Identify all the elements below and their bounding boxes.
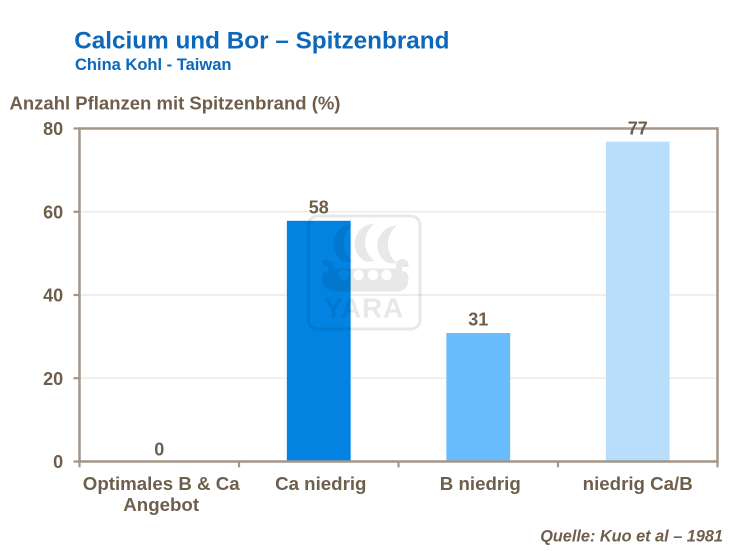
svg-text:B niedrig: B niedrig — [440, 473, 521, 494]
svg-text:niedrig Ca/B: niedrig Ca/B — [583, 473, 693, 494]
svg-text:China Kohl - Taiwan: China Kohl - Taiwan — [75, 56, 231, 74]
svg-text:0: 0 — [154, 439, 164, 459]
svg-text:80: 80 — [43, 119, 63, 139]
svg-text:40: 40 — [43, 286, 63, 306]
svg-text:20: 20 — [43, 369, 63, 389]
svg-text:58: 58 — [309, 198, 329, 218]
svg-text:Anzahl Pflanzen mit Spitzenbra: Anzahl Pflanzen mit Spitzenbrand (%) — [10, 93, 341, 114]
svg-text:60: 60 — [43, 202, 63, 222]
svg-text:Angebot: Angebot — [123, 494, 199, 515]
svg-text:77: 77 — [628, 118, 648, 138]
svg-text:Quelle: Kuo et al – 1981: Quelle: Kuo et al – 1981 — [540, 528, 723, 546]
svg-text:YARA: YARA — [324, 293, 404, 324]
svg-text:Ca niedrig: Ca niedrig — [275, 473, 366, 494]
svg-text:Optimales B & Ca: Optimales B & Ca — [83, 473, 240, 494]
svg-text:0: 0 — [53, 452, 63, 472]
svg-text:Calcium und Bor – Spitzenbrand: Calcium und Bor – Spitzenbrand — [74, 27, 449, 54]
svg-text:31: 31 — [468, 310, 488, 330]
